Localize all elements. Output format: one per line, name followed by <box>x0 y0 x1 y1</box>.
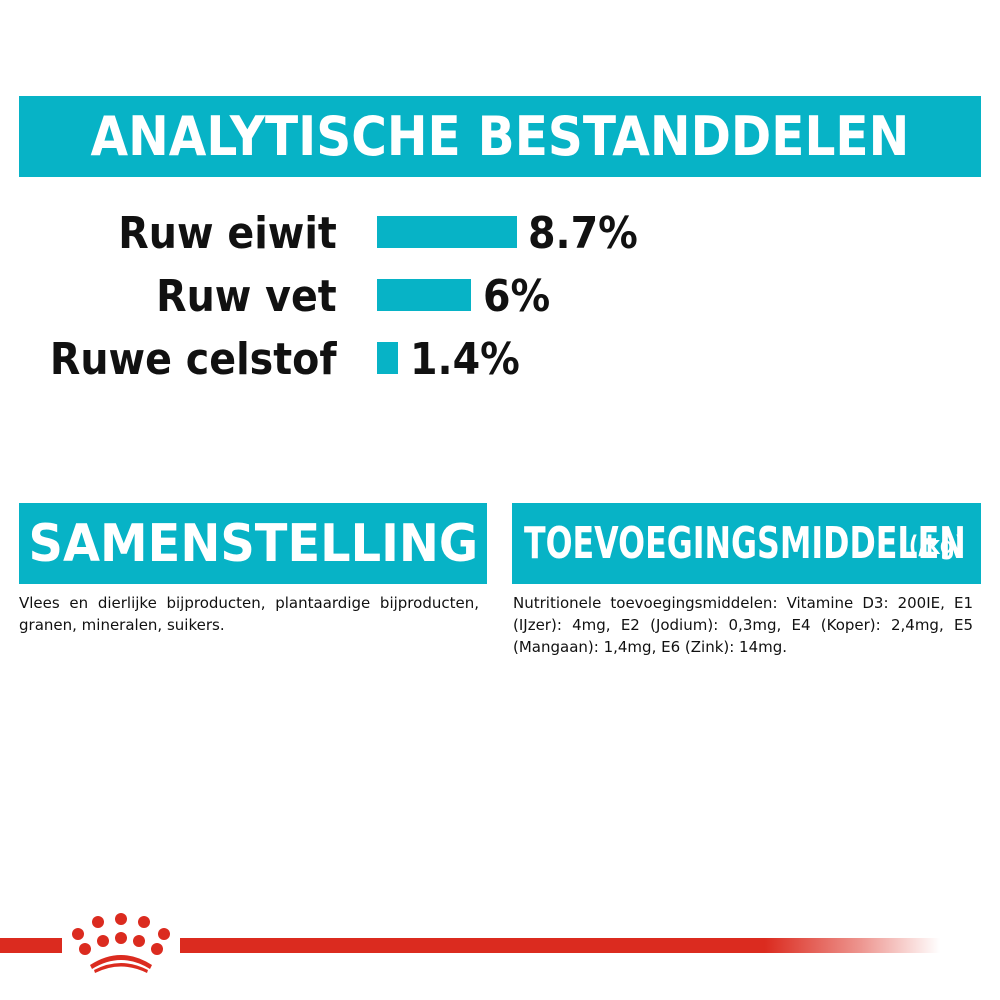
footer-red-line-right <box>180 938 940 953</box>
additives-text: Nutritionele toevoegingsmiddelen: Vitami… <box>513 594 973 656</box>
analysis-row-fibre: Ruwe celstof 1.4% <box>0 334 1000 385</box>
analysis-row-protein: Ruw eiwit 8.7% <box>0 208 1000 259</box>
analysis-value: 6% <box>483 271 551 322</box>
composition-text: Vlees en dierlijke bijproducten, plantaa… <box>19 594 479 634</box>
analysis-label: Ruwe celstof <box>50 334 337 385</box>
analysis-value: 8.7% <box>528 208 638 259</box>
analysis-label: Ruw eiwit <box>118 208 337 259</box>
additives-header-banner: TOEVOEGINGSMIDDELEN (/kg) <box>512 503 981 584</box>
analysis-row-fat: Ruw vet 6% <box>0 271 1000 322</box>
crown-icon <box>72 913 170 973</box>
composition-title: SAMENSTELLING <box>28 513 478 574</box>
additives-title: TOEVOEGINGSMIDDELEN <box>524 518 966 569</box>
analysis-label: Ruw vet <box>156 271 337 322</box>
analysis-bar <box>377 216 517 248</box>
analysis-bar <box>377 279 471 311</box>
analysis-title: ANALYTISCHE BESTANDDELEN <box>90 105 910 168</box>
analysis-value: 1.4% <box>410 334 520 385</box>
analysis-bar <box>377 342 398 374</box>
footer-red-line-left <box>0 938 62 953</box>
additives-unit: (/kg) <box>908 531 965 561</box>
composition-header-banner: SAMENSTELLING <box>19 503 487 584</box>
analysis-header-banner: ANALYTISCHE BESTANDDELEN <box>19 96 981 177</box>
